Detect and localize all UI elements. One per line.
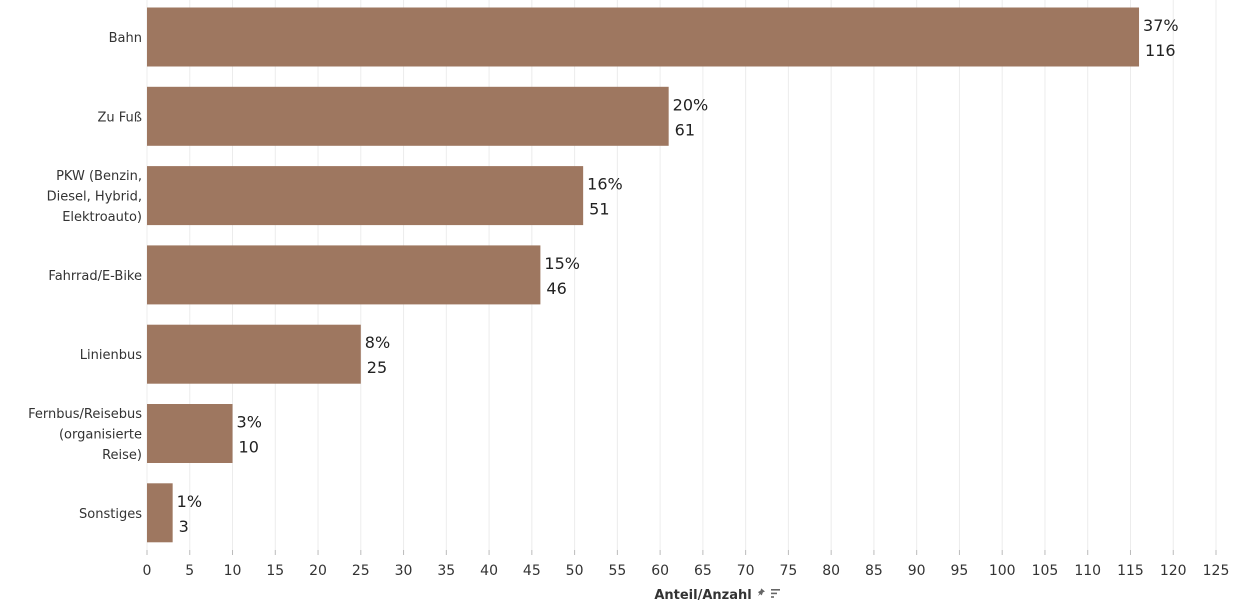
- percent-label: 16%: [587, 175, 623, 194]
- percent-label: 20%: [673, 95, 709, 114]
- x-tick-label: 120: [1160, 563, 1187, 579]
- x-tick-label: 95: [951, 563, 969, 579]
- count-label: 61: [675, 120, 695, 139]
- bar[interactable]: [147, 483, 173, 543]
- category-label: Diesel, Hybrid,: [47, 190, 142, 205]
- x-tick-label: 30: [395, 563, 413, 579]
- x-tick-label: 75: [779, 563, 797, 579]
- category-label: Sonstiges: [79, 507, 142, 522]
- x-tick-label: 90: [908, 563, 926, 579]
- category-label: Zu Fuß: [98, 110, 142, 125]
- x-axis-title-group[interactable]: Anteil/Anzahl: [654, 588, 780, 603]
- category-label: Elektroauto): [62, 210, 142, 225]
- bar[interactable]: [147, 245, 541, 305]
- count-label: 10: [239, 438, 259, 457]
- percent-label: 3%: [237, 413, 262, 432]
- category-label: Bahn: [109, 31, 142, 46]
- percent-label: 1%: [177, 492, 202, 511]
- category-label: Linienbus: [80, 348, 142, 363]
- category-label: Fahrrad/E-Bike: [48, 269, 142, 284]
- x-tick-label: 100: [989, 563, 1016, 579]
- x-axis-ticks: 0 5 10 15 20 25 30 35 40 45 50 55 60 65 70 75 80 85 90 95 10…: [143, 550, 1230, 579]
- count-label: 46: [546, 279, 566, 298]
- x-tick-label: 50: [566, 563, 584, 579]
- bars: [147, 7, 1140, 543]
- x-tick-label: 105: [1032, 563, 1059, 579]
- bar[interactable]: [147, 166, 584, 226]
- category-label: Reise): [102, 448, 142, 463]
- sort-icon[interactable]: [771, 589, 780, 598]
- x-tick-label: 10: [224, 563, 242, 579]
- x-tick-label: 55: [608, 563, 626, 579]
- x-tick-label: 65: [694, 563, 712, 579]
- x-tick-label: 0: [143, 563, 152, 579]
- count-label: 3: [179, 517, 189, 536]
- x-tick-label: 125: [1203, 563, 1230, 579]
- x-tick-label: 70: [737, 563, 755, 579]
- bar[interactable]: [147, 7, 1140, 67]
- x-tick-label: 5: [185, 563, 194, 579]
- x-tick-label: 20: [309, 563, 327, 579]
- count-label: 51: [589, 200, 609, 219]
- value-labels: 37% 116 20% 61 16% 51 15% 46 8% 25 3% 10 1% 3: [177, 16, 1179, 536]
- category-labels: Bahn Zu Fuß PKW (Benzin, Diesel, Hybrid, Ele…: [28, 31, 142, 522]
- bar[interactable]: [147, 404, 233, 463]
- category-label: Fernbus/Reisebus: [28, 407, 142, 422]
- count-label: 116: [1145, 41, 1176, 60]
- x-tick-label: 40: [480, 563, 498, 579]
- category-label: PKW (Benzin,: [56, 169, 142, 184]
- category-label: (organisierte: [59, 428, 142, 443]
- pin-icon[interactable]: [756, 588, 765, 597]
- x-tick-label: 25: [352, 563, 370, 579]
- bar[interactable]: [147, 86, 669, 146]
- count-label: 25: [367, 358, 387, 377]
- x-axis-title: Anteil/Anzahl: [654, 588, 751, 603]
- x-tick-label: 60: [651, 563, 669, 579]
- x-tick-label: 85: [865, 563, 883, 579]
- x-tick-label: 80: [822, 563, 840, 579]
- percent-label: 8%: [365, 333, 390, 352]
- x-tick-label: 115: [1117, 563, 1144, 579]
- percent-label: 37%: [1143, 16, 1179, 35]
- bar[interactable]: [147, 324, 361, 384]
- x-tick-label: 45: [523, 563, 541, 579]
- percent-label: 15%: [544, 254, 580, 273]
- x-tick-label: 35: [437, 563, 455, 579]
- x-tick-label: 110: [1074, 563, 1101, 579]
- x-tick-label: 15: [266, 563, 284, 579]
